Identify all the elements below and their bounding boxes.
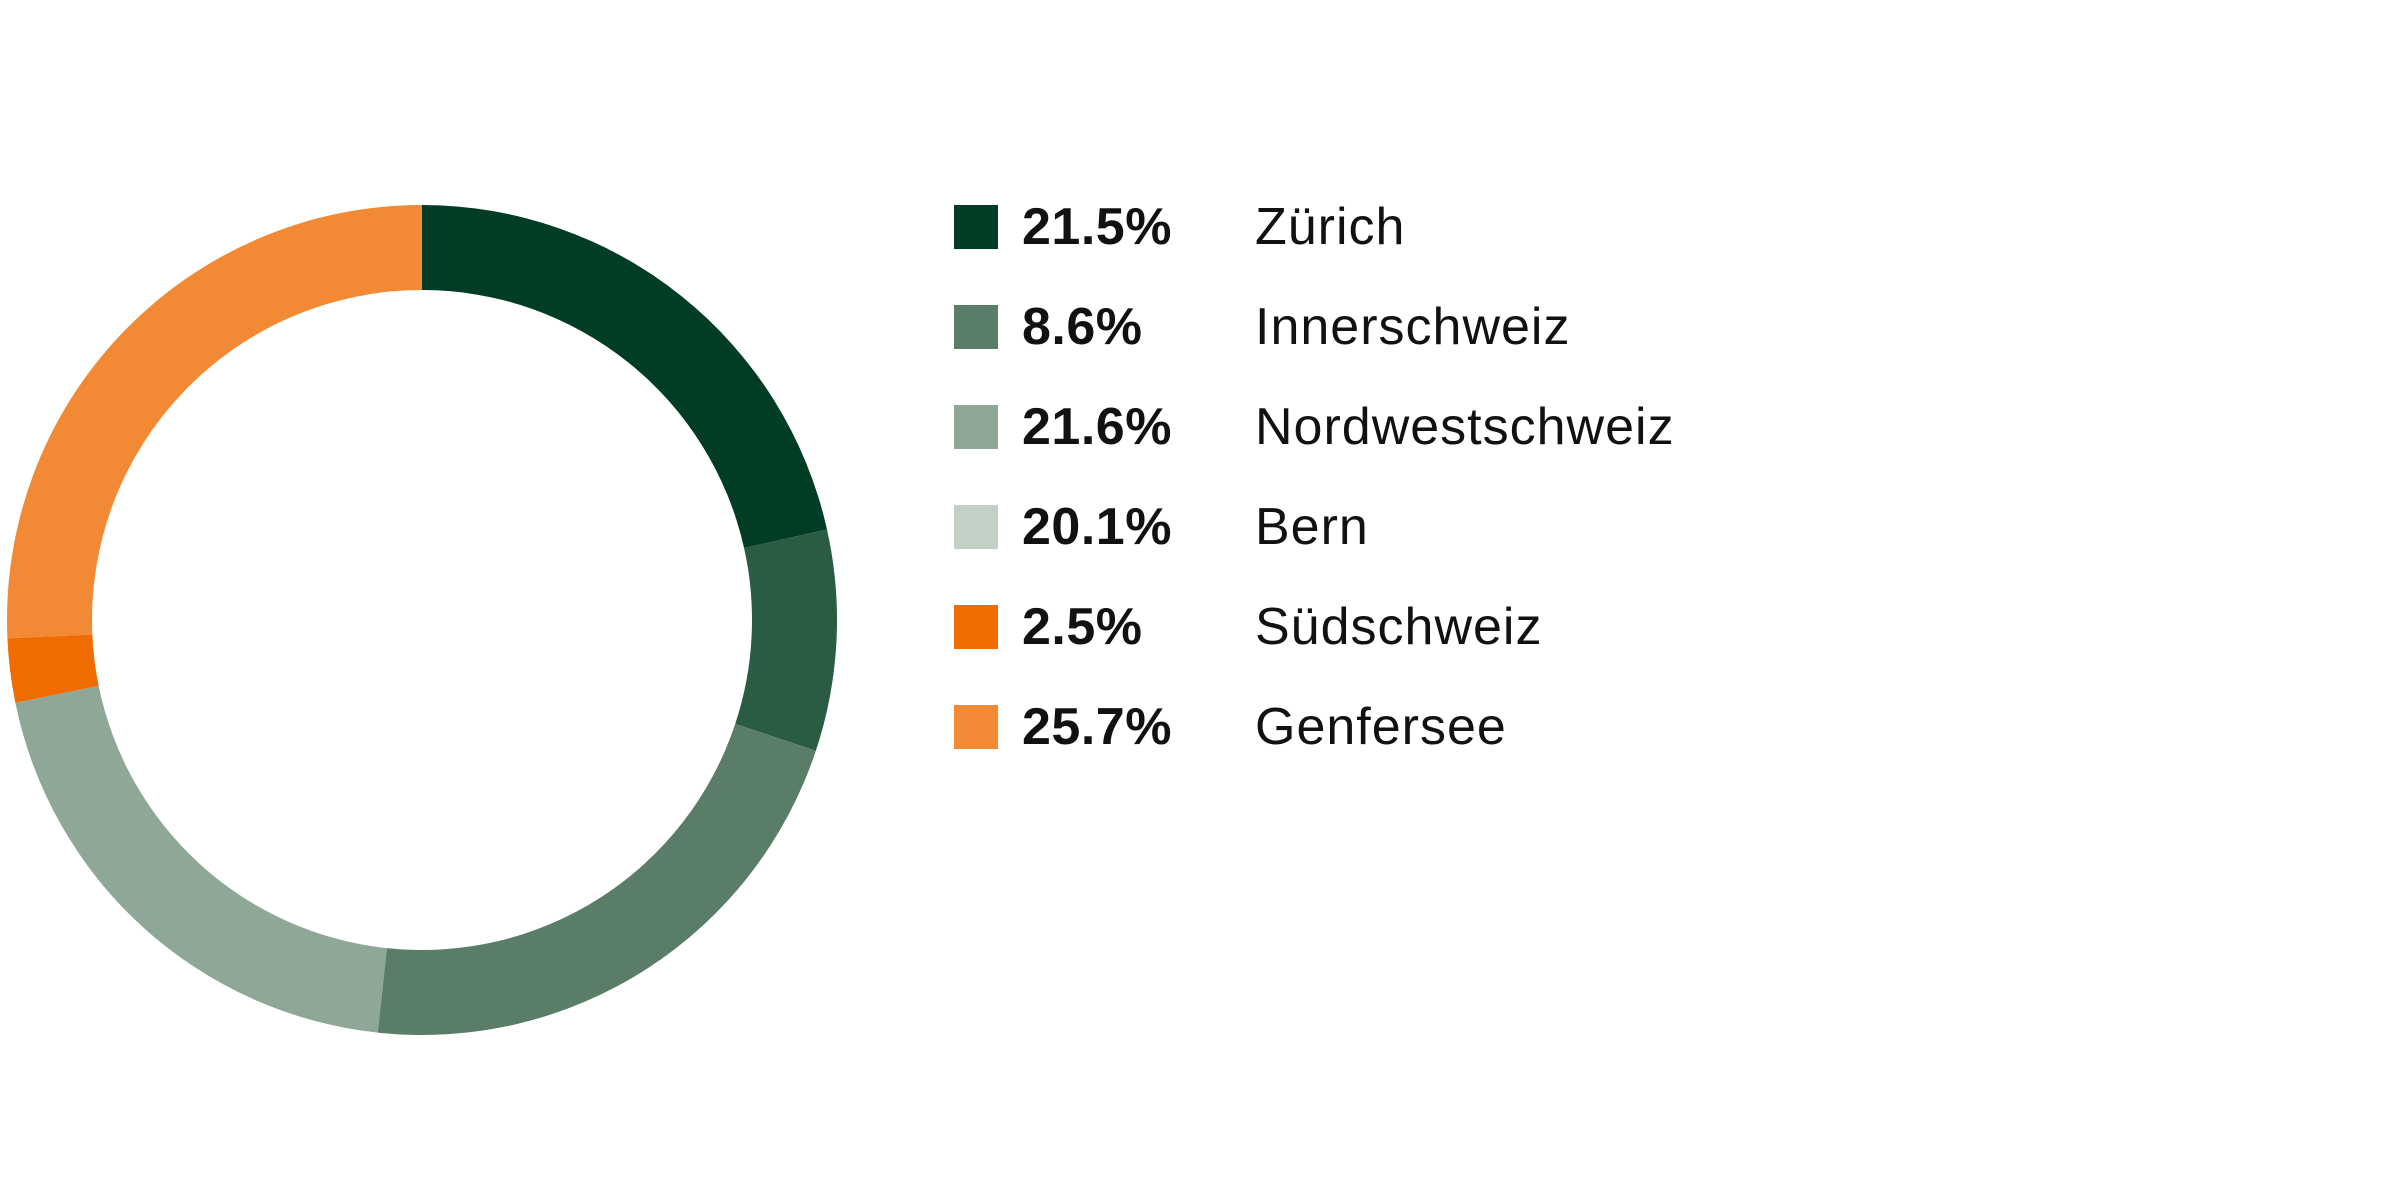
legend-item-zurich: 21.5% Zürich bbox=[954, 198, 1854, 300]
donut-slice-bern bbox=[15, 685, 387, 1033]
legend-item-nordwestschweiz: 21.6% Nordwestschweiz bbox=[954, 398, 1854, 500]
legend-value: 25.7% bbox=[1022, 698, 1172, 756]
legend-label: Nordwestschweiz bbox=[1255, 398, 1675, 456]
legend-swatch bbox=[954, 405, 998, 449]
legend-value: 21.6% bbox=[1022, 398, 1172, 456]
legend-item-innerschweiz: 8.6% Innerschweiz bbox=[954, 298, 1854, 400]
legend-value: 2.5% bbox=[1022, 598, 1143, 656]
donut-slices bbox=[6, 205, 837, 1035]
legend-swatch bbox=[954, 505, 998, 549]
legend-swatch bbox=[954, 605, 998, 649]
legend: 21.5% Zürich 8.6% Innerschweiz 21.6% Nor… bbox=[954, 198, 1854, 800]
donut-slice-zurich bbox=[422, 205, 828, 549]
legend-label: Bern bbox=[1255, 498, 1369, 556]
legend-value: 8.6% bbox=[1022, 298, 1143, 356]
legend-item-genfersee: 25.7% Genfersee bbox=[954, 698, 1854, 800]
legend-swatch bbox=[954, 305, 998, 349]
donut-slice-innerschweiz bbox=[735, 529, 837, 751]
donut-slice-genfersee bbox=[6, 205, 422, 639]
legend-label: Südschweiz bbox=[1255, 598, 1543, 656]
legend-label: Zürich bbox=[1255, 198, 1406, 256]
donut-slice-nordwestschweiz bbox=[377, 723, 816, 1035]
legend-swatch bbox=[954, 705, 998, 749]
legend-item-sudschweiz: 2.5% Südschweiz bbox=[954, 598, 1854, 700]
legend-swatch bbox=[954, 205, 998, 249]
legend-item-bern: 20.1% Bern bbox=[954, 498, 1854, 600]
legend-value: 21.5% bbox=[1022, 198, 1172, 256]
legend-value: 20.1% bbox=[1022, 498, 1172, 556]
legend-label: Innerschweiz bbox=[1255, 298, 1571, 356]
donut-slice-sudschweiz bbox=[7, 634, 99, 703]
legend-label: Genfersee bbox=[1255, 698, 1507, 756]
